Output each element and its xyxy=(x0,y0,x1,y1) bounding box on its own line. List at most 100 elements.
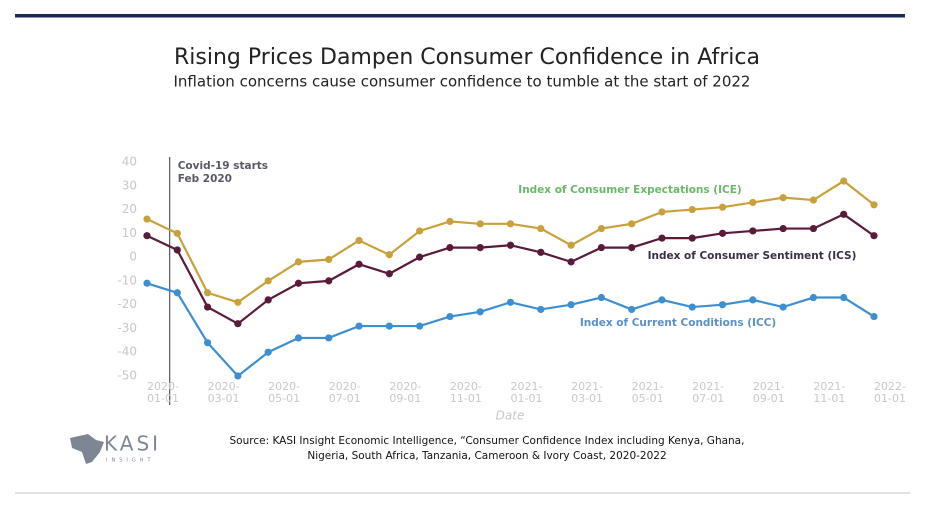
chart-title: Rising Prices Dampen Consumer Confidence… xyxy=(174,45,760,70)
point xyxy=(264,348,272,356)
y-tick-label: 20 xyxy=(122,202,137,216)
x-tick-label: 2020-03-01 xyxy=(207,380,240,405)
point xyxy=(537,305,545,314)
point xyxy=(143,279,151,287)
point xyxy=(567,301,575,309)
y-tick-label: 0 xyxy=(129,250,137,264)
point xyxy=(325,255,333,264)
x-tick-label: 2021-01-01 xyxy=(510,380,543,405)
point xyxy=(385,322,393,330)
y-tick-label: 40 xyxy=(122,155,137,169)
point xyxy=(597,293,605,302)
point xyxy=(628,244,636,252)
annotation: Feb 2020 xyxy=(178,173,232,185)
source: Nigeria, South Africa, Tanzania, Cameroo… xyxy=(307,450,666,462)
source: Source: KASI Insight Economic Intelligen… xyxy=(230,435,745,447)
point xyxy=(537,248,545,256)
point xyxy=(355,260,363,268)
point xyxy=(385,270,393,278)
y-tick-label: 30 xyxy=(122,178,137,192)
x-axis-label: Date xyxy=(496,409,525,423)
point xyxy=(597,244,605,252)
point xyxy=(749,198,757,207)
series-line xyxy=(146,282,875,378)
point xyxy=(476,220,484,228)
series-label: Index of Consumer Sentiment (ICS) xyxy=(648,250,857,262)
point xyxy=(567,241,575,249)
point xyxy=(506,241,515,249)
point xyxy=(749,296,757,304)
point xyxy=(264,277,272,285)
point xyxy=(688,303,696,311)
y-tick-label: -10 xyxy=(117,273,137,287)
x-tick-label: 2020-11-01 xyxy=(449,380,482,405)
point xyxy=(628,220,636,228)
point xyxy=(143,215,151,223)
y-tick-label: -50 xyxy=(117,369,137,383)
y-tick-label: -30 xyxy=(117,321,137,335)
point xyxy=(506,298,515,306)
logo: KASI xyxy=(104,432,161,456)
series-label: Index of Consumer Expectations (ICE) xyxy=(518,184,741,196)
point xyxy=(325,334,333,342)
point xyxy=(173,229,181,237)
point xyxy=(688,234,696,242)
point xyxy=(355,322,363,330)
point xyxy=(203,303,212,311)
point xyxy=(294,279,303,287)
point xyxy=(840,293,848,302)
point xyxy=(446,217,454,226)
point xyxy=(628,305,636,314)
point xyxy=(718,229,727,237)
point xyxy=(355,236,363,245)
point xyxy=(385,251,393,259)
point xyxy=(446,312,454,321)
point xyxy=(779,303,787,311)
point xyxy=(870,312,878,321)
chart-subtitle: Inflation concerns cause consumer confid… xyxy=(174,73,751,91)
point xyxy=(294,258,303,266)
point xyxy=(840,210,848,218)
logo-tagline: INSIGHT xyxy=(106,458,155,464)
point xyxy=(809,224,818,233)
top-bar xyxy=(15,14,905,18)
point xyxy=(809,293,818,302)
point xyxy=(779,224,787,233)
x-tick-label: 2021-07-01 xyxy=(692,380,725,405)
x-tick-label: 2021-11-01 xyxy=(813,380,846,405)
point xyxy=(658,208,666,216)
point xyxy=(234,298,242,306)
y-tick-label: -20 xyxy=(117,297,137,311)
point xyxy=(446,244,454,252)
point xyxy=(870,201,878,209)
x-tick-label: 2020-01-01 xyxy=(147,380,179,405)
point xyxy=(173,246,181,254)
point xyxy=(476,308,484,316)
point xyxy=(234,372,242,380)
series-line xyxy=(146,213,875,326)
point xyxy=(203,289,212,297)
y-tick-label: -40 xyxy=(117,345,137,359)
point xyxy=(416,253,424,261)
point xyxy=(537,224,545,233)
x-tick-label: 2020-07-01 xyxy=(328,380,361,405)
point xyxy=(809,196,818,204)
annotation: Covid-19 starts xyxy=(178,160,268,172)
y-tick-label: 10 xyxy=(122,226,137,240)
x-tick-label: 2021-09-01 xyxy=(752,380,785,405)
point xyxy=(779,194,787,202)
point xyxy=(416,322,424,330)
point xyxy=(688,205,696,214)
point xyxy=(718,301,727,309)
point xyxy=(203,339,212,347)
point xyxy=(294,334,303,342)
point xyxy=(658,296,666,304)
point xyxy=(416,227,424,235)
x-tick-label: 2020-09-01 xyxy=(389,380,422,405)
point xyxy=(840,177,848,185)
point xyxy=(173,289,181,297)
x-tick-label: 2022-01-01 xyxy=(874,380,906,405)
point xyxy=(264,296,272,304)
